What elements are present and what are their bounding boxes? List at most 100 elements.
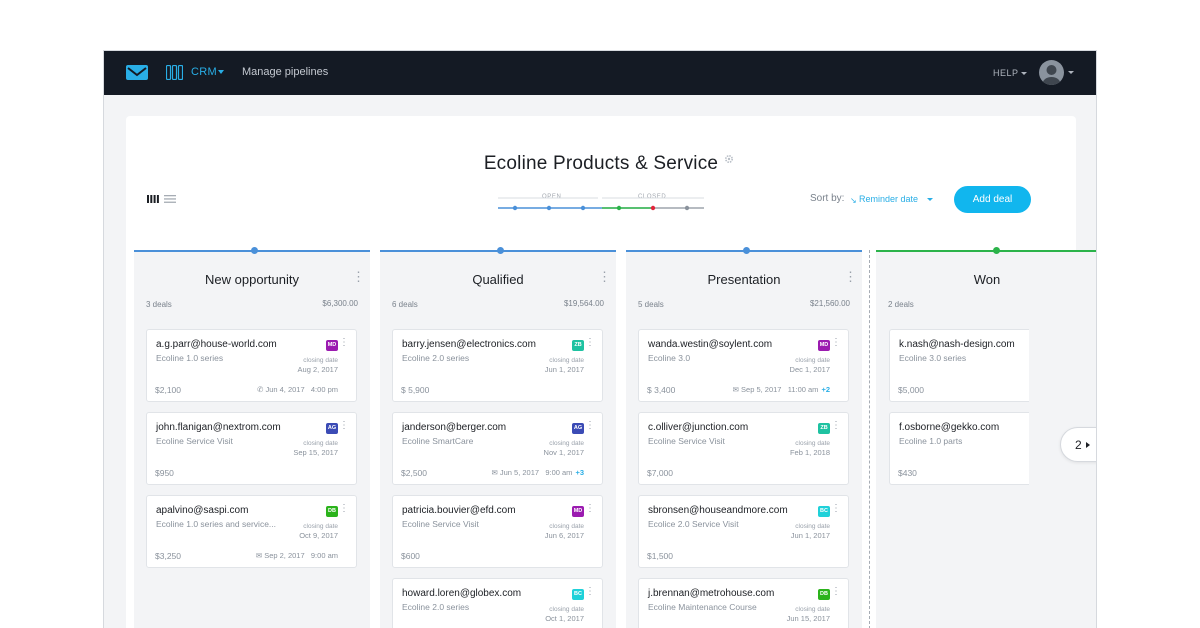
next-activity-datetime: Sep 2, 2017 9:00 am (264, 551, 338, 560)
next-activity-datetime: Jun 4, 2017 4:00 pm (265, 385, 338, 394)
deal-contact-email[interactable]: wanda.westin@soylent.com (648, 339, 773, 350)
deal-product: Ecoline Service Visit (156, 436, 233, 446)
next-activity[interactable]: ✆ Jun 4, 2017 4:00 pm (257, 385, 338, 394)
deal-product: Ecoline Maintenance Course (648, 602, 757, 612)
deal-card[interactable]: barry.jensen@electronics.com Ecoline 2.0 … (392, 329, 603, 402)
chevron-down-icon[interactable] (218, 70, 224, 74)
chevron-down-icon[interactable] (1068, 71, 1074, 74)
deal-card[interactable]: f.osborne@gekko.com Ecoline 1.0 parts $430 (889, 412, 1029, 485)
avatar[interactable] (1039, 60, 1064, 85)
manage-pipelines-link[interactable]: Manage pipelines (242, 66, 329, 78)
card-more-icon[interactable]: ⋮ (585, 337, 595, 348)
card-more-icon[interactable]: ⋮ (339, 503, 349, 514)
deal-product: Ecoline 1.0 series (156, 353, 224, 363)
column-more-icon[interactable]: ⋮ (844, 269, 857, 284)
card-more-icon[interactable]: ⋮ (339, 337, 349, 348)
deal-card[interactable]: c.olliver@junction.com Ecoline Service Vi… (638, 412, 849, 485)
deal-amount: $3,250 (155, 551, 181, 561)
deal-product: Ecoline 2.0 series (402, 602, 470, 612)
deal-contact-email[interactable]: c.olliver@junction.com (648, 422, 749, 433)
deal-contact-email[interactable]: j.brennan@metrohouse.com (648, 588, 775, 599)
sort-select[interactable]: Reminder date (859, 194, 919, 204)
deal-contact-email[interactable]: a.g.parr@house-world.com (156, 339, 277, 350)
next-activity[interactable]: ✉ Jun 5, 2017 9:00 am +3 (492, 468, 585, 477)
kanban-view-icon[interactable] (147, 195, 159, 203)
closing-date-value: Jun 15, 2017 (786, 614, 830, 623)
deal-card[interactable]: janderson@berger.com Ecoline SmartCare AG ⋮… (392, 412, 603, 485)
page-number: 2 (1075, 438, 1082, 452)
stage-progress-track[interactable] (498, 194, 706, 214)
deal-contact-email[interactable]: k.nash@nash-design.com (899, 339, 1015, 350)
card-more-icon[interactable]: ⋮ (585, 420, 595, 431)
deal-card[interactable]: howard.loren@globex.com Ecoline 2.0 serie… (392, 578, 603, 628)
card-more-icon[interactable]: ⋮ (585, 586, 595, 597)
top-navigation-bar: CRM Manage pipelines HELP (104, 51, 1096, 95)
deal-card[interactable]: sbronsen@houseandmore.com Ecolice 2.0 Ser… (638, 495, 849, 568)
more-activities-count[interactable]: +3 (575, 468, 584, 477)
gear-icon[interactable] (724, 154, 734, 164)
next-activity[interactable]: ✉ Sep 2, 2017 9:00 am (256, 551, 338, 560)
closing-date-value: Jun 1, 2017 (790, 531, 830, 540)
card-more-icon[interactable]: ⋮ (585, 503, 595, 514)
column-more-icon[interactable]: ⋮ (352, 269, 365, 284)
sort-direction-icon[interactable]: ↘ (850, 196, 857, 205)
chevron-down-icon[interactable] (927, 198, 933, 201)
add-deal-button[interactable]: Add deal (954, 186, 1031, 213)
column-stage-line (876, 250, 1096, 252)
deal-card[interactable]: a.g.parr@house-world.com Ecoline 1.0 seri… (146, 329, 357, 402)
card-more-icon[interactable]: ⋮ (831, 586, 841, 597)
deal-product: Ecoline SmartCare (402, 436, 474, 446)
list-view-icon[interactable] (164, 195, 176, 203)
stage-dot-open-1 (512, 205, 518, 211)
phone-icon: ✆ (257, 385, 266, 394)
owner-badge: MD (818, 340, 830, 351)
column-more-icon[interactable]: ⋮ (598, 269, 611, 284)
deal-amount: $430 (898, 468, 917, 478)
deal-card[interactable]: k.nash@nash-design.com Ecoline 3.0 series… (889, 329, 1029, 402)
next-activity[interactable]: ✉ Sep 5, 2017 11:00 am +2 (733, 385, 830, 394)
deal-contact-email[interactable]: howard.loren@globex.com (402, 588, 522, 599)
pipeline-columns-icon[interactable] (166, 65, 183, 80)
pipeline-column: Qualified ⋮ 6 deals $19,564.00 barry.jensen@… (380, 247, 616, 628)
deal-contact-email[interactable]: barry.jensen@electronics.com (402, 339, 536, 350)
deal-contact-email[interactable]: john.flanigan@nextrom.com (156, 422, 281, 433)
app-switcher-label[interactable]: CRM (191, 66, 217, 78)
deal-card[interactable]: j.brennan@metrohouse.com Ecoline Maintena… (638, 578, 849, 628)
user-icon (1042, 65, 1061, 85)
deal-card[interactable]: patricia.bouvier@efd.com Ecoline Service … (392, 495, 603, 568)
closing-date-value: Feb 1, 2018 (789, 448, 830, 457)
deal-card[interactable]: wanda.westin@soylent.com Ecoline 3.0 MD ⋮ cl… (638, 329, 849, 402)
deal-contact-email[interactable]: apalvino@saspi.com (156, 505, 249, 516)
closing-date-value: Jun 1, 2017 (544, 365, 584, 374)
card-more-icon[interactable]: ⋮ (831, 503, 841, 514)
envelope-logo-icon[interactable] (126, 65, 148, 80)
deal-contact-email[interactable]: patricia.bouvier@efd.com (402, 505, 516, 516)
owner-badge: MD (572, 506, 584, 517)
chevron-down-icon[interactable] (1021, 72, 1027, 75)
column-total-value: $6,300.00 (322, 299, 358, 308)
closing-date-value: Oct 1, 2017 (545, 614, 584, 623)
owner-badge: AG (326, 423, 338, 434)
next-page-button[interactable]: 2 (1060, 427, 1096, 462)
closing-date-label: closing date (549, 440, 584, 447)
closing-date-label: closing date (795, 357, 830, 364)
help-menu[interactable]: HELP (993, 68, 1019, 78)
deal-contact-email[interactable]: janderson@berger.com (402, 422, 507, 433)
sort-label: Sort by: (810, 193, 845, 204)
next-activity-datetime: Sep 5, 2017 11:00 am (741, 385, 819, 394)
closing-date-value: Oct 9, 2017 (299, 531, 338, 540)
more-activities-count[interactable]: +2 (821, 385, 830, 394)
deal-amount: $2,500 (401, 468, 427, 478)
card-more-icon[interactable]: ⋮ (831, 337, 841, 348)
deal-contact-email[interactable]: f.osborne@gekko.com (899, 422, 1000, 433)
chevron-right-icon (1086, 442, 1090, 448)
deal-contact-email[interactable]: sbronsen@houseandmore.com (648, 505, 788, 516)
column-stage-dot (497, 247, 504, 254)
card-more-icon[interactable]: ⋮ (831, 420, 841, 431)
stage-dot-won (616, 205, 622, 211)
deal-amount: $7,000 (647, 468, 673, 478)
card-more-icon[interactable]: ⋮ (339, 420, 349, 431)
deal-card[interactable]: john.flanigan@nextrom.com Ecoline Service… (146, 412, 357, 485)
closing-date-label: closing date (303, 523, 338, 530)
deal-card[interactable]: apalvino@saspi.com Ecoline 1.0 series and… (146, 495, 357, 568)
